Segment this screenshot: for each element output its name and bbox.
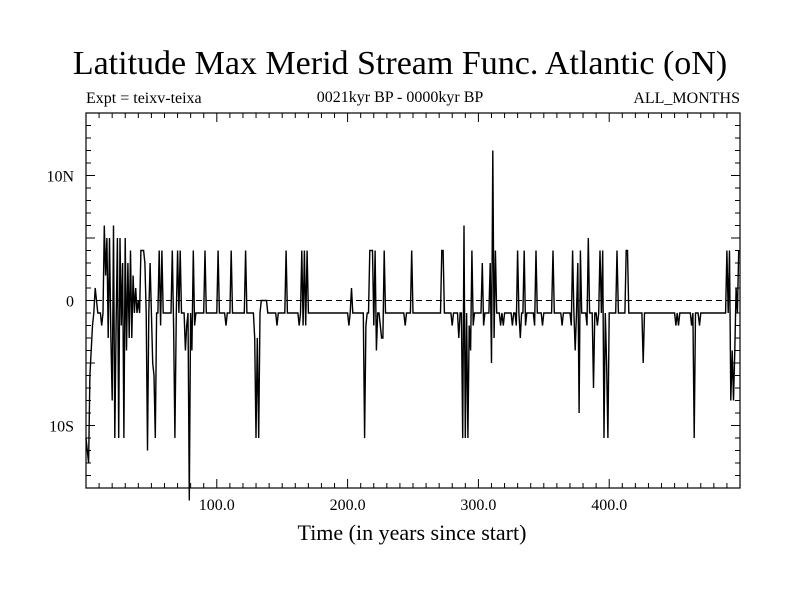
x-tick-label: 300.0 bbox=[460, 497, 496, 514]
chart-title: Latitude Max Merid Stream Func. Atlantic… bbox=[72, 45, 728, 82]
data-series bbox=[85, 150, 740, 501]
series-line bbox=[85, 150, 740, 501]
x-tick-label: 200.0 bbox=[330, 497, 366, 514]
y-tick-label: 10S bbox=[49, 419, 74, 436]
period-label: 0021kyr BP - 0000kyr BP bbox=[316, 89, 484, 106]
x-axis-label: Time (in years since start) bbox=[297, 520, 527, 545]
x-tick-label: 100.0 bbox=[199, 497, 235, 514]
y-tick-label: 0 bbox=[66, 294, 74, 311]
axis-ticks bbox=[86, 113, 740, 488]
tick-labels: 100.0 200.0 300.0 400.0 10N 0 10S bbox=[46, 169, 627, 515]
months-label: ALL_MONTHS bbox=[633, 90, 740, 107]
x-tick-label: 400.0 bbox=[591, 497, 627, 514]
y-tick-label: 10N bbox=[46, 169, 74, 186]
experiment-label: Expt = teixv-teixa bbox=[86, 90, 202, 107]
